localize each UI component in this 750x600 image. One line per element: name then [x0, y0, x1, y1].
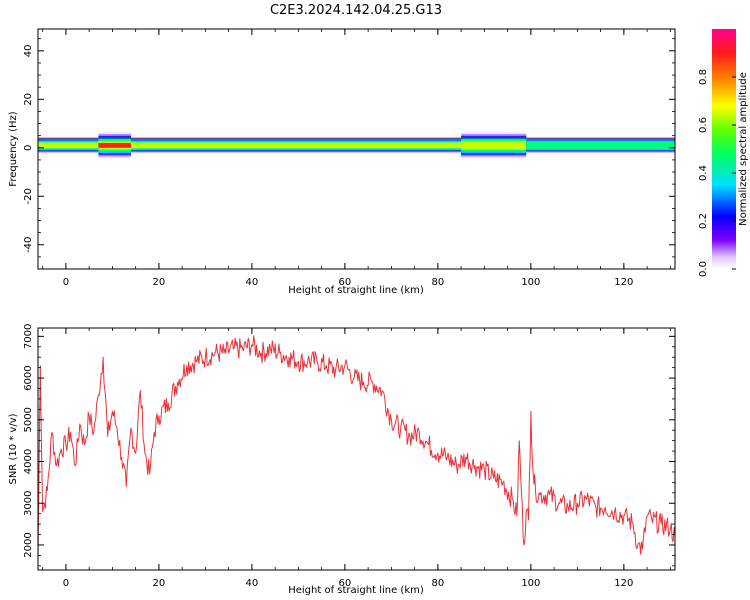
band-segment-4-layer-4 [526, 141, 675, 150]
spectrogram-panel: 0 20 40 60 80 100 120 -40 -20 0 20 40 Height of str… [8, 28, 676, 296]
colorbar-label: Normalized spectral amplitude [738, 72, 749, 226]
spectrogram-ytick-label: -20 [23, 188, 34, 204]
colorbar-ticks: 0.0 0.2 0.4 0.6 0.8 [698, 69, 736, 277]
snr-ylabel: SNR (10 * v/v) [8, 413, 19, 484]
snr-frame [37, 327, 676, 571]
spectrogram-xtick-label: 20 [153, 277, 166, 288]
snr-xtick-label: 120 [614, 578, 633, 589]
snr-ytick-label: 7000 [23, 324, 34, 349]
snr-plot-area [38, 328, 675, 570]
spectrogram-xtick-label: 120 [614, 277, 633, 288]
snr-xtick-label: 20 [153, 578, 166, 589]
spectrogram-ytick-label: 20 [23, 93, 34, 106]
snr-ytick-label: 4000 [23, 449, 34, 474]
band-segment-1-layer-6 [98, 142, 131, 148]
colorbar-tick-label: 0.0 [698, 261, 709, 277]
snr-xtick-label: 0 [63, 578, 69, 589]
snr-ytick-label: 3000 [23, 491, 34, 516]
colorbar-tick-label: 0.8 [698, 69, 709, 85]
snr-xlabel: Height of straight line (km) [288, 585, 424, 596]
spectrogram-ytick-label: 40 [23, 44, 34, 57]
snr-xtick-label: 80 [432, 578, 445, 589]
colorbar: 0.0 0.2 0.4 0.6 0.8 Normalized spectral ampl… [698, 29, 749, 277]
snr-series-line [38, 335, 675, 558]
band-segment-2-layer-5 [130, 142, 462, 149]
snr-panel: 0 20 40 60 80 100 120200030004000500060007000 … [8, 324, 676, 596]
spectrogram-ylabel: Frequency (Hz) [8, 111, 19, 187]
snr-ytick-label: 2000 [23, 532, 34, 557]
figure-title: C2E3.2024.142.04.25.G13 [270, 3, 442, 18]
spectrogram-frame [37, 28, 676, 270]
snr-xtick-label: 100 [521, 578, 540, 589]
spectrogram-ytick-label: -40 [23, 237, 34, 253]
spectrogram-xtick-label: 40 [246, 277, 259, 288]
band-segment-0-layer-5 [38, 142, 99, 149]
colorbar-gradient [712, 29, 736, 269]
spectrogram-ticks: 0 20 40 60 80 100 120 -40 -20 0 20 40 [23, 29, 675, 288]
snr-ytick-label: 6000 [23, 365, 34, 390]
colorbar-tick-label: 0.6 [698, 117, 709, 133]
spectrogram-xlabel: Height of straight line (km) [288, 285, 424, 296]
band-segment-3-layer-5 [461, 141, 527, 150]
colorbar-tick-label: 0.2 [698, 213, 709, 229]
snr-xtick-label: 60 [339, 578, 352, 589]
snr-xtick-label: 40 [246, 578, 259, 589]
spectrogram-xtick-label: 60 [339, 277, 352, 288]
spectrogram-ytick-label: 0 [23, 145, 34, 151]
spectrogram-xtick-label: 100 [521, 277, 540, 288]
snr-ytick-label: 5000 [23, 407, 34, 432]
spectrogram-xtick-label: 80 [432, 277, 445, 288]
spectrogram-xtick-label: 0 [63, 277, 69, 288]
colorbar-tick-label: 0.4 [698, 165, 709, 181]
spectrogram-band [38, 132, 675, 159]
